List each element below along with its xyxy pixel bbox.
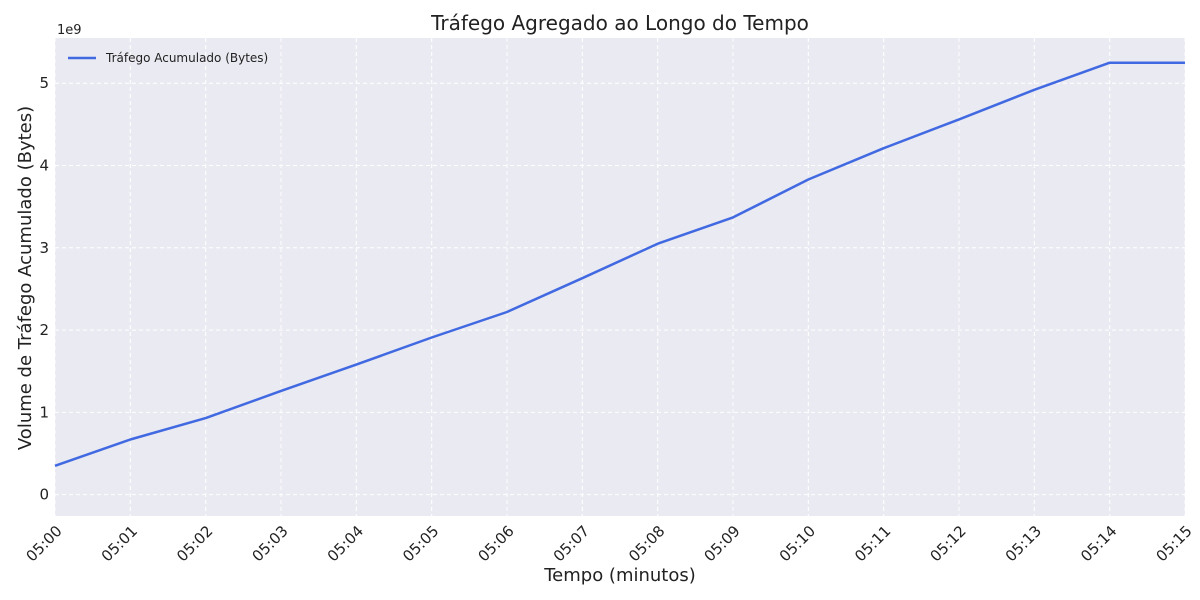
x-tick-label: 05:05 [399, 522, 442, 565]
x-tick-label: 05:02 [173, 522, 216, 565]
series-layer [54, 61, 1185, 467]
x-tick-label: 05:12 [926, 522, 969, 565]
x-tick-label: 05:15 [1152, 522, 1195, 565]
y-tick-label: 4 [39, 157, 49, 175]
x-tick-label: 05:11 [851, 522, 894, 565]
x-tick-label: 05:06 [474, 522, 517, 565]
y-tick-label: 1 [39, 403, 49, 421]
x-tick-label: 05:04 [324, 522, 367, 565]
x-tick-label: 05:13 [1002, 522, 1045, 565]
legend: Tráfego Acumulado (Bytes) [68, 51, 268, 65]
x-tick-labels: 05:00 05:01 05:02 05:03 05:04 05:05 05:06 05:07… [22, 522, 1195, 565]
x-tick-label: 05:14 [1077, 522, 1120, 565]
series-line [54, 61, 1185, 467]
x-tick-label: 05:00 [22, 522, 65, 565]
y-tick-label: 5 [39, 74, 49, 92]
x-tick-label: 05:09 [700, 522, 743, 565]
y-tick-label: 0 [39, 486, 49, 504]
y-tick-label: 3 [39, 239, 49, 257]
y-tick-label: 2 [39, 321, 49, 339]
x-tick-label: 05:03 [248, 522, 291, 565]
x-tick-label: 05:07 [550, 522, 593, 565]
chart-title: Tráfego Agregado ao Longo do Tempo [430, 11, 809, 35]
x-tick-label: 05:01 [98, 522, 141, 565]
y-tick-labels: 0 1 2 3 4 5 [39, 74, 49, 503]
y-axis-multiplier: 1e9 [57, 23, 82, 38]
legend-label: Tráfego Acumulado (Bytes) [105, 51, 268, 65]
x-tick-label: 05:08 [625, 522, 668, 565]
x-tick-label: 05:10 [776, 522, 819, 565]
plot-background [55, 38, 1185, 516]
y-axis-label: Volume de Tráfego Acumulado (Bytes) [15, 106, 36, 450]
x-axis-label: Tempo (minutos) [543, 565, 696, 586]
